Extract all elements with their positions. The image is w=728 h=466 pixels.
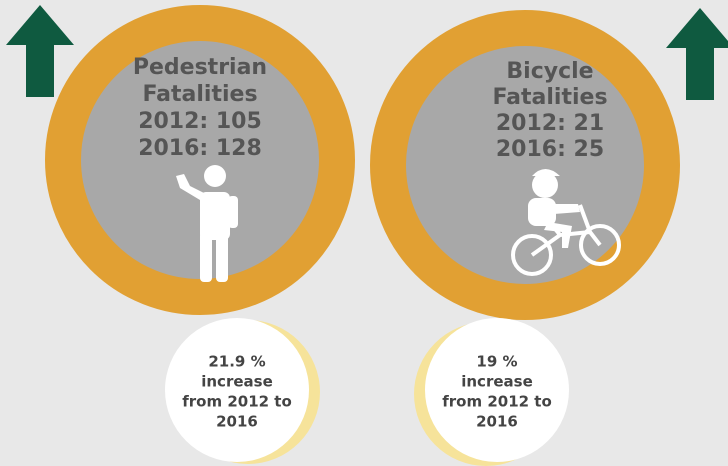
up-arrow xyxy=(6,5,74,97)
stat-line: 2016: 25 xyxy=(496,137,604,162)
note-line: from 2012 to xyxy=(442,393,552,411)
stat-line: 2012: 105 xyxy=(138,109,262,134)
ring xyxy=(45,5,355,315)
bubble xyxy=(165,318,309,462)
note-line: from 2012 to xyxy=(182,393,292,411)
note-line: 21.9 % xyxy=(208,353,265,371)
bicycle-icon xyxy=(511,169,621,276)
stat-line: 2012: 21 xyxy=(496,111,604,136)
note-line: 2016 xyxy=(476,413,518,431)
bubble xyxy=(425,318,569,462)
title-line: Fatalities xyxy=(492,85,607,110)
note-line: 19 % xyxy=(476,353,517,371)
title-line: Pedestrian xyxy=(133,55,267,80)
stat-line: 2016: 128 xyxy=(138,136,262,161)
note-line: increase xyxy=(461,373,533,391)
up-arrow xyxy=(666,8,728,100)
pedestrian-icon xyxy=(176,165,238,282)
note-line: increase xyxy=(201,373,273,391)
note-line: 2016 xyxy=(216,413,258,431)
title-line: Fatalities xyxy=(142,82,257,107)
title-line: Bicycle xyxy=(506,59,593,84)
